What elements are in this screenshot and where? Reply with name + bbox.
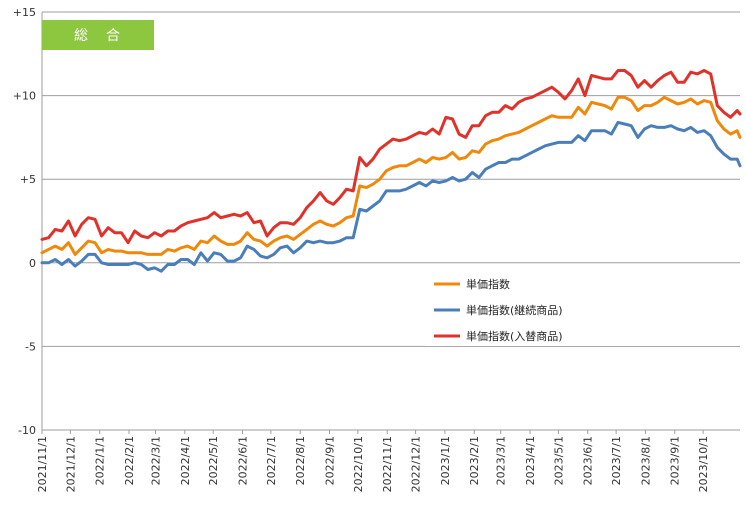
x-tick-label: 2022/5/1	[207, 436, 220, 485]
category-badge: 総 合	[42, 20, 154, 50]
x-tick-label: 2023/9/1	[669, 436, 682, 485]
y-axis-tick-labels: +15 +10 +5 0 -5 -10	[13, 6, 36, 437]
x-tick-label: 2023/2/1	[468, 436, 481, 485]
y-tick-label: -10	[18, 424, 36, 437]
y-tick-label: +5	[20, 173, 36, 186]
x-tick-label: 2022/8/1	[294, 436, 307, 485]
legend-box	[426, 268, 738, 346]
x-tick-label: 2022/4/1	[179, 436, 192, 485]
legend-label-1: 単価指数(継続商品)	[466, 303, 563, 317]
legend-label-2: 単価指数(入替商品)	[466, 329, 563, 343]
series-line-1	[40, 120, 742, 273]
x-tick-label: 2023/1/1	[439, 436, 452, 485]
series-line-2	[40, 69, 742, 245]
badge-label: 総 合	[74, 28, 122, 44]
x-tick-label: 2022/1/1	[94, 436, 107, 485]
legend-label-0: 単価指数	[466, 277, 510, 291]
x-axis-tick-labels: 2021/11/1 2021/12/1 2022/1/1 2022/2/1 2022/3…	[36, 430, 710, 492]
x-tick-label: 2022/10/1	[352, 436, 365, 492]
x-tick-label: 2023/7/1	[610, 436, 623, 485]
x-tick-label: 2021/11/1	[36, 436, 49, 492]
y-tick-label: +10	[13, 90, 36, 103]
y-tick-label: 0	[29, 257, 36, 270]
x-tick-label: 2021/12/1	[64, 436, 77, 492]
series-line-0	[40, 95, 742, 256]
x-tick-label: 2022/9/1	[324, 436, 337, 485]
x-tick-label: 2023/8/1	[639, 436, 652, 485]
series-lines	[40, 69, 742, 273]
gridlines	[41, 11, 740, 431]
x-tick-label: 2022/7/1	[265, 436, 278, 485]
badge-background	[42, 20, 154, 50]
y-tick-label: -5	[25, 340, 36, 353]
x-tick-label: 2023/4/1	[524, 436, 537, 485]
x-tick-label: 2022/6/1	[237, 436, 250, 485]
y-tick-label: +15	[13, 6, 36, 19]
x-tick-label: 2023/6/1	[582, 436, 595, 485]
x-tick-label: 2022/3/1	[149, 436, 162, 485]
x-tick-label: 2022/12/1	[410, 436, 423, 492]
x-tick-label: 2023/3/1	[495, 436, 508, 485]
x-tick-label: 2022/2/1	[123, 436, 136, 485]
x-tick-label: 2023/5/1	[552, 436, 565, 485]
x-tick-label: 2023/10/1	[697, 436, 710, 492]
x-tick-label: 2022/11/1	[381, 436, 394, 492]
